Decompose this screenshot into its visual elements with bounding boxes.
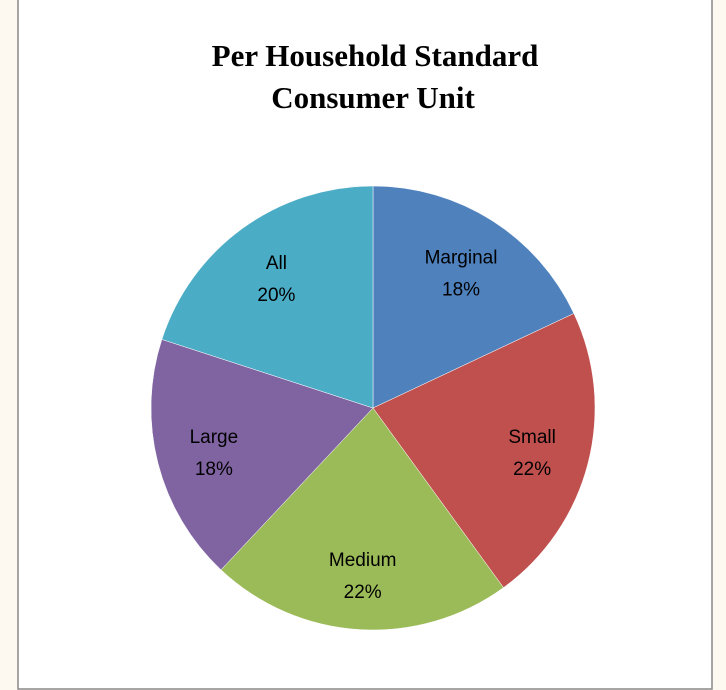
slice-label: Medium (329, 550, 397, 571)
pie-slice (150, 339, 374, 571)
slice-value-label: 18% (442, 279, 480, 300)
pie-slice (220, 407, 504, 631)
slice-label: Small (508, 427, 556, 448)
slice-label: Marginal (425, 247, 498, 268)
slice-value-label: 22% (513, 459, 551, 480)
pie-slice (372, 185, 575, 409)
slice-label: Large (190, 427, 239, 448)
slice-value-label: 22% (344, 582, 382, 603)
chart-title: Consumer Unit (271, 80, 475, 115)
slice-label: All (266, 253, 287, 274)
pie-slice (372, 313, 596, 588)
chart-title: Per Household Standard (212, 38, 539, 73)
pie-slice (161, 185, 374, 409)
slice-value-label: 20% (257, 285, 295, 306)
slice-value-label: 18% (195, 459, 233, 480)
